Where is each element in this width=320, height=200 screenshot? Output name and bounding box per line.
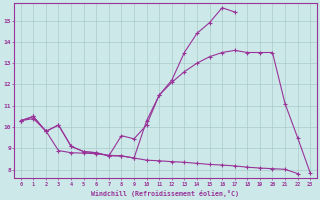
X-axis label: Windchill (Refroidissement éolien,°C): Windchill (Refroidissement éolien,°C): [92, 190, 239, 197]
